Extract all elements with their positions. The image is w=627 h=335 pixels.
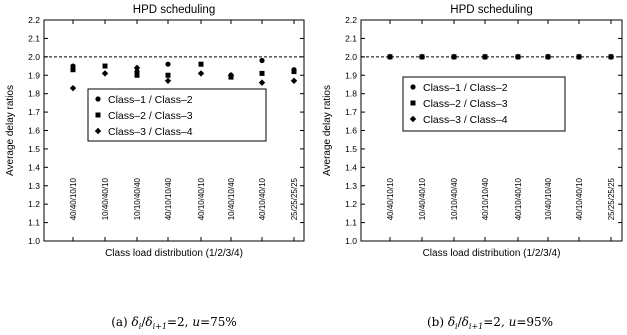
- y-tick-label: 1.7: [28, 107, 40, 117]
- data-point: [481, 53, 489, 61]
- x-category-label: 10/10/40/40: [450, 177, 459, 220]
- x-category-label: 40/10/40/10: [258, 177, 267, 220]
- y-tick-label: 1.8: [28, 89, 40, 99]
- data-point: [101, 70, 109, 77]
- y-tick-label: 1.1: [345, 218, 357, 228]
- y-tick-label: 1.2: [28, 199, 40, 209]
- x-category-label: 25/25/25/25: [607, 177, 616, 220]
- data-point: [164, 77, 172, 84]
- data-point: [259, 70, 265, 76]
- y-tick-label: 2.1: [345, 33, 357, 43]
- chart-panel-1: HPD scheduling 1.0 1.1 1.2 1.3 1.4 1.5 1.6 1.7 1.…: [5, 4, 305, 259]
- legend-entry: Class–2 / Class–3: [423, 98, 508, 110]
- data-point: [102, 63, 108, 69]
- y-tick-label: 1.4: [345, 162, 357, 172]
- legend-entry: Class–1 / Class–2: [108, 94, 193, 106]
- y-axis-label: Average delay ratios: [5, 85, 16, 176]
- series-2: [70, 61, 297, 80]
- legend: Class–1 / Class–2 Class–2 / Class–3 Class–…: [87, 88, 267, 142]
- series-3: [386, 53, 615, 61]
- y-tick-label: 1.7: [345, 107, 357, 117]
- data-point: [70, 67, 76, 73]
- y-tick-label: 1.4: [28, 162, 40, 172]
- figure-caption: (a) δi/δi+1=2, u=75%: [111, 315, 237, 331]
- x-axis-label: Class load distribution (1/2/3/4): [105, 248, 243, 259]
- data-point: [544, 53, 552, 61]
- x-category-label: 10/40/40/10: [418, 177, 427, 220]
- y-tick-label: 1.9: [345, 70, 357, 80]
- data-point: [227, 72, 235, 79]
- legend-entry: Class–1 / Class–2: [423, 82, 508, 94]
- y-tick-label: 2.0: [345, 52, 357, 62]
- y-tick-label: 1.5: [345, 144, 357, 154]
- legend-marker: [95, 112, 101, 118]
- y-tick-label: 2.2: [345, 15, 357, 25]
- y-tick-label: 1.0: [28, 236, 40, 246]
- x-category-label: 10/40/10/40: [227, 177, 236, 220]
- y-tick-label: 1.8: [345, 89, 357, 99]
- data-point: [165, 72, 171, 78]
- legend-box: [87, 88, 267, 142]
- data-point: [69, 84, 77, 92]
- x-axis-label: Class load distribution (1/2/3/4): [423, 248, 561, 259]
- data-point: [259, 57, 265, 64]
- data-point: [450, 53, 458, 61]
- x-category-label: 25/25/25/25: [290, 177, 299, 220]
- x-category-label: 40/10/40/10: [575, 177, 584, 220]
- legend: Class–1 / Class–2 Class–2 / Class–3 Class–…: [402, 76, 566, 132]
- legend-entry: Class–3 / Class–4: [108, 126, 193, 138]
- y-tick-label: 1.2: [345, 199, 357, 209]
- data-point: [258, 79, 266, 86]
- x-category-label: 10/40/40/10: [101, 177, 110, 220]
- y-tick-label: 1.6: [345, 126, 357, 136]
- y-tick-label: 2.0: [28, 52, 40, 62]
- figure-caption: (b) δi/δi+1=2, u=95%: [427, 315, 553, 331]
- y-tick-label: 1.9: [28, 70, 40, 80]
- legend-marker: [409, 115, 417, 123]
- x-category-label: 40/10/40/10: [197, 177, 206, 220]
- x-category-label: 10/10/40/40: [133, 177, 142, 220]
- y-tick-label: 1.6: [28, 126, 40, 136]
- chart-title: HPD scheduling: [133, 4, 215, 16]
- data-point: [575, 53, 583, 61]
- y-axis-label: Average delay ratios: [322, 85, 333, 176]
- data-point: [418, 53, 426, 61]
- x-category-label: 10/40/10/40: [544, 177, 553, 220]
- legend-marker: [410, 84, 416, 90]
- data-point: [290, 77, 298, 84]
- data-point: [607, 53, 615, 61]
- x-category-label: 40/10/10/40: [164, 177, 173, 220]
- data-point: [197, 70, 205, 77]
- legend-entry: Class–2 / Class–3: [108, 110, 193, 122]
- legend-marker: [94, 127, 102, 135]
- chart-panel-2: HPD scheduling 1.0 1.1 1.2 1.3 1.4 1.5 1.6 1.7 1.…: [322, 4, 623, 259]
- legend-marker: [410, 100, 416, 106]
- y-tick-label: 1.5: [28, 144, 40, 154]
- data-point: [386, 53, 394, 61]
- legend-entry: Class–3 / Class–4: [423, 114, 508, 126]
- x-category-label: 40/10/10/40: [481, 177, 490, 220]
- y-tick-label: 1.3: [28, 181, 40, 191]
- x-category-label: 40/10/40/10: [514, 177, 523, 220]
- data-point: [514, 53, 522, 61]
- data-point: [291, 69, 297, 75]
- legend-marker: [95, 96, 101, 102]
- y-tick-label: 1.3: [345, 181, 357, 191]
- data-point: [165, 61, 171, 67]
- chart-title: HPD scheduling: [450, 4, 532, 16]
- y-tick-label: 1.1: [28, 218, 40, 228]
- y-tick-label: 1.0: [345, 236, 357, 246]
- y-tick-label: 2.2: [28, 15, 40, 25]
- x-category-label: 40/40/10/10: [69, 177, 78, 220]
- x-category-label: 40/40/10/10: [386, 177, 395, 220]
- series-3: [69, 64, 298, 92]
- legend-box: [402, 76, 566, 132]
- data-point: [198, 61, 204, 67]
- y-tick-label: 2.1: [28, 33, 40, 43]
- data-point: [133, 64, 141, 72]
- data-point: [134, 72, 140, 78]
